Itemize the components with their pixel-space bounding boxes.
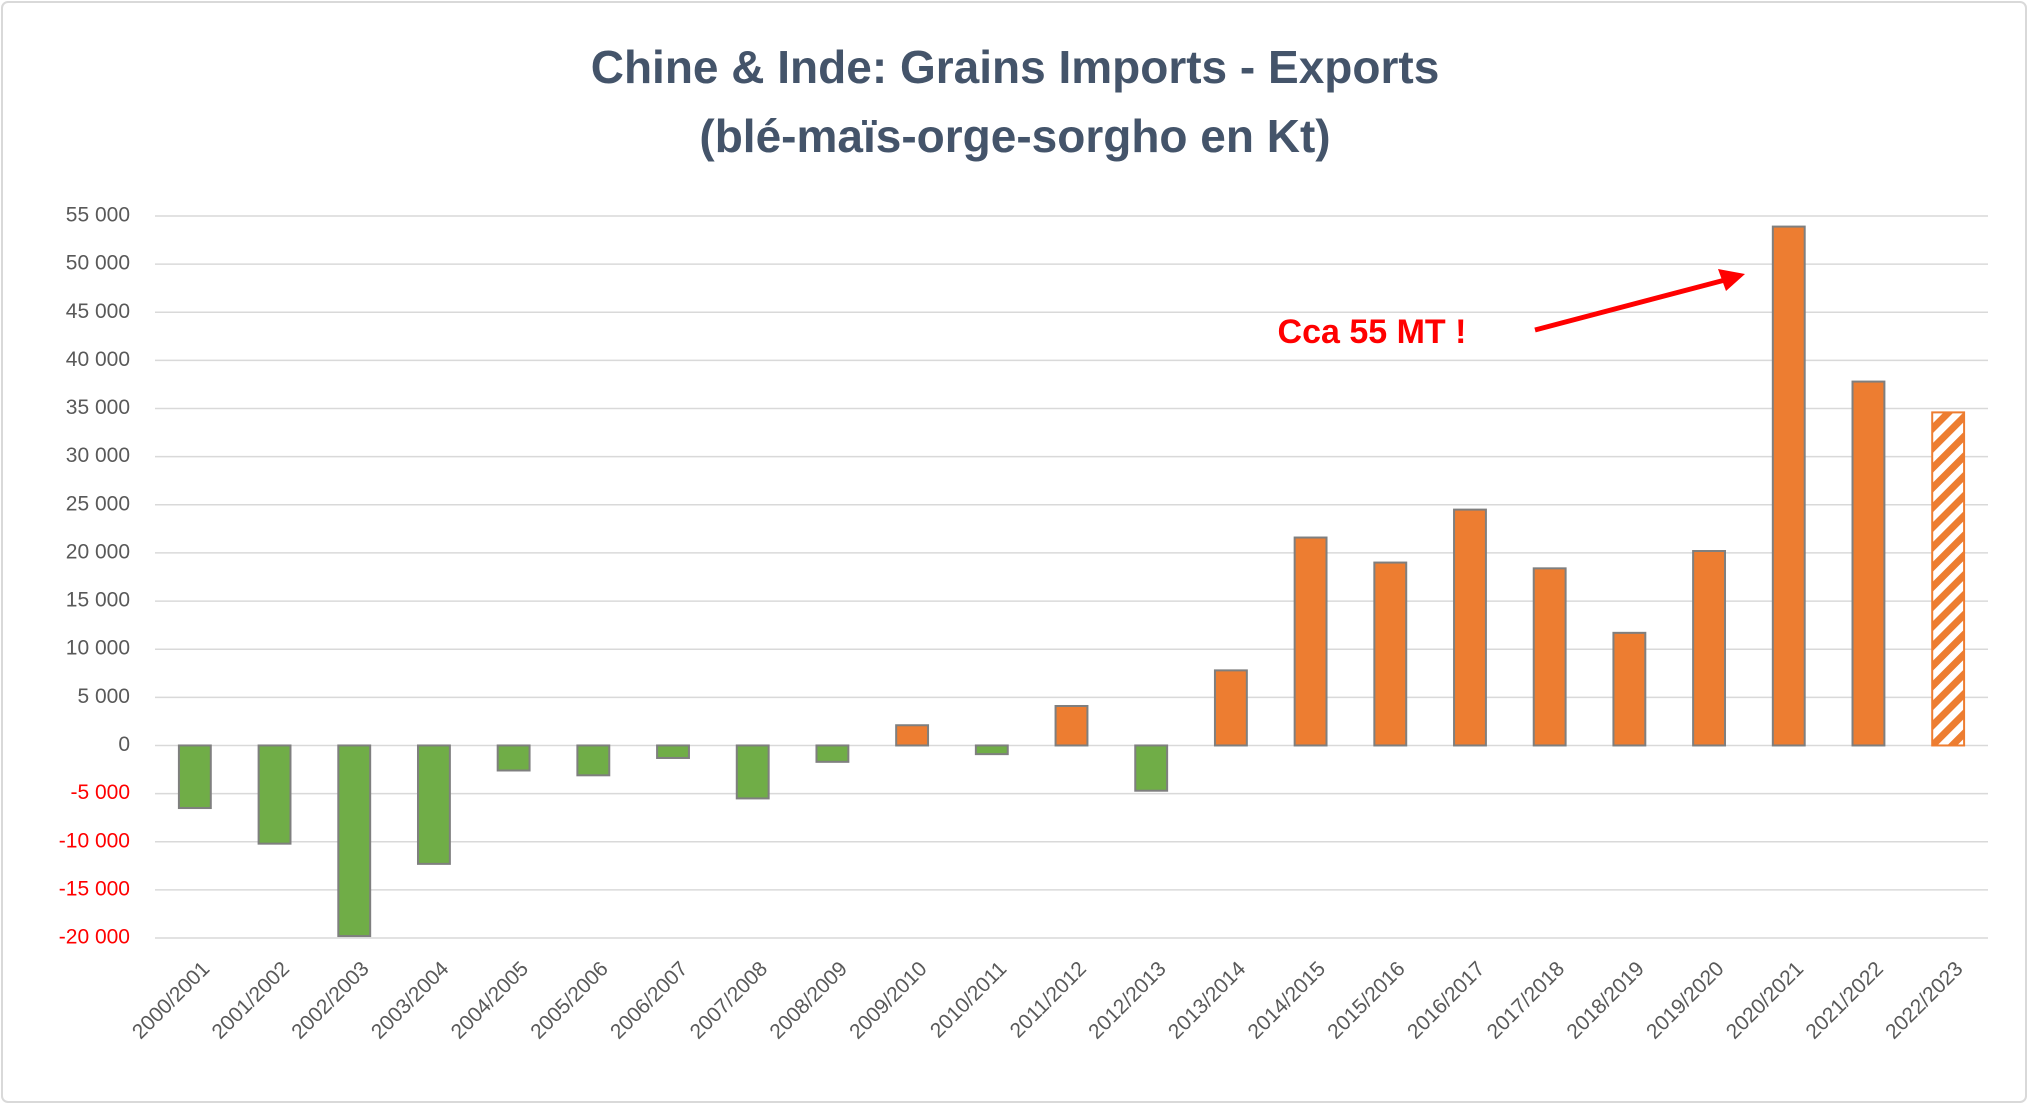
y-tick-label: -5 000 bbox=[70, 781, 130, 804]
bar bbox=[1373, 561, 1408, 747]
chart-title: Chine & Inde: Grains Imports - Exports bbox=[591, 41, 1440, 93]
bar bbox=[1771, 225, 1806, 747]
bar bbox=[1293, 536, 1328, 747]
annotation-arrow bbox=[1534, 277, 1726, 333]
chart-subtitle: (blé-maïs-orge-sorgho en Kt) bbox=[699, 110, 1330, 162]
annotation-arrowhead bbox=[1718, 269, 1745, 291]
bar bbox=[1213, 669, 1248, 747]
bars bbox=[177, 225, 1966, 938]
y-tick-label: 45 000 bbox=[66, 300, 130, 323]
bar bbox=[416, 744, 451, 865]
bar bbox=[177, 744, 212, 810]
bar bbox=[815, 744, 850, 763]
bar bbox=[337, 744, 372, 938]
bar bbox=[974, 744, 1009, 756]
bar bbox=[1612, 631, 1647, 747]
y-tick-label: -15 000 bbox=[59, 877, 130, 900]
bar bbox=[496, 744, 531, 772]
bar bbox=[576, 744, 611, 777]
bar bbox=[1532, 567, 1567, 747]
grid bbox=[155, 215, 1988, 939]
y-tick-label: 20 000 bbox=[66, 540, 130, 563]
y-tick-label: 15 000 bbox=[66, 589, 130, 612]
bar bbox=[656, 744, 690, 759]
bar bbox=[735, 744, 770, 800]
bar bbox=[1134, 744, 1169, 792]
y-tick-label: 25 000 bbox=[66, 492, 130, 515]
bar bbox=[1931, 411, 1966, 747]
bar bbox=[1851, 380, 1886, 747]
bar bbox=[257, 744, 292, 845]
y-tick-label: 0 bbox=[118, 733, 130, 756]
y-tick-label: 5 000 bbox=[77, 685, 130, 708]
y-tick-label: 50 000 bbox=[66, 252, 130, 275]
y-tick-label: -10 000 bbox=[59, 829, 130, 852]
bar bbox=[895, 724, 930, 747]
bar bbox=[1054, 704, 1089, 747]
bar bbox=[1453, 508, 1487, 747]
y-tick-label: 55 000 bbox=[66, 204, 130, 227]
y-tick-label: 30 000 bbox=[66, 444, 130, 467]
y-tick-label: 10 000 bbox=[66, 637, 130, 660]
y-tick-label: -20 000 bbox=[59, 926, 130, 949]
bar bbox=[1692, 550, 1727, 747]
y-tick-label: 40 000 bbox=[66, 348, 130, 371]
annotation: Cca 55 MT ! bbox=[1278, 313, 1467, 351]
y-tick-label: 35 000 bbox=[66, 396, 130, 419]
